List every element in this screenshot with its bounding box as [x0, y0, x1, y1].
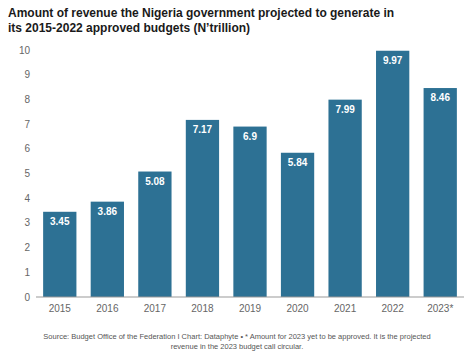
title-line: its 2015-2022 approved budgets (N’trilli…: [8, 21, 250, 35]
data-label: 7.99: [335, 104, 355, 115]
y-tick-label: 4: [24, 193, 30, 204]
chart: Amount of revenue the Nigeria government…: [0, 0, 474, 357]
y-tick-label: 2: [24, 242, 30, 253]
y-tick-label: 3: [24, 217, 30, 228]
y-tick-label: 9: [24, 69, 30, 80]
x-tick-label: 2019: [239, 303, 262, 314]
bar: [281, 153, 314, 297]
y-tick-label: 7: [24, 119, 30, 130]
data-label: 5.08: [145, 176, 165, 187]
x-tick-label: 2016: [96, 303, 119, 314]
y-tick-label: 0: [24, 292, 30, 303]
title-line: Amount of revenue the Nigeria government…: [8, 6, 394, 20]
y-tick-label: 8: [24, 94, 30, 105]
baseline: [36, 297, 464, 298]
source: Source: Budget Office of the Federation …: [43, 332, 430, 351]
y-tick-label: 5: [24, 168, 30, 179]
data-label: 9.97: [383, 55, 403, 66]
x-tick-label: 2021: [334, 303, 357, 314]
source-line: Source: Budget Office of the Federation …: [43, 332, 430, 341]
bar: [91, 202, 124, 297]
title: Amount of revenue the Nigeria government…: [8, 6, 394, 35]
source-line: revenue in the 2023 budget call circular…: [171, 342, 304, 351]
bar: [376, 51, 409, 297]
data-label: 3.86: [98, 206, 118, 217]
bars: [43, 51, 457, 297]
data-label: 5.84: [288, 157, 308, 168]
y-tick-label: 6: [24, 143, 30, 154]
bar: [138, 172, 171, 297]
bar: [328, 100, 361, 297]
data-label: 7.17: [193, 124, 213, 135]
x-tick-label: 2017: [144, 303, 167, 314]
x-tick-label: 2020: [286, 303, 309, 314]
bar: [424, 88, 457, 297]
bar: [43, 212, 76, 297]
x-tick-label: 2015: [49, 303, 72, 314]
bar: [233, 127, 266, 297]
data-label: 6.9: [243, 131, 257, 142]
y-tick-label: 1: [24, 267, 30, 278]
x-tick-label: 2023*: [427, 303, 453, 314]
x-tick-label: 2018: [191, 303, 214, 314]
bar: [186, 120, 219, 297]
x-tick-label: 2022: [382, 303, 405, 314]
data-label: 8.46: [430, 92, 450, 103]
data-label: 3.45: [50, 216, 70, 227]
y-tick-label: 10: [19, 45, 31, 56]
